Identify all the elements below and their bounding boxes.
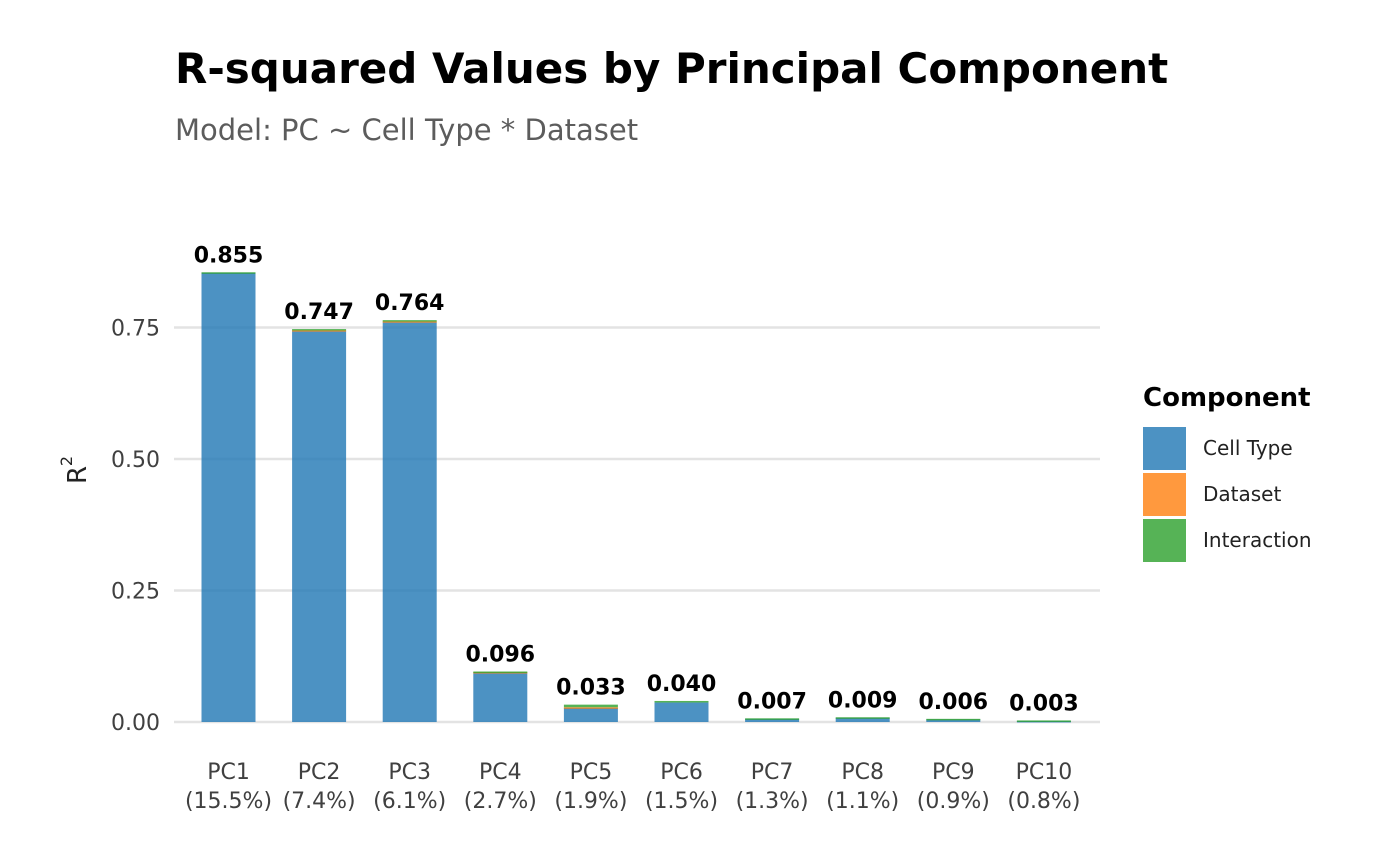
bar-cell-type: [382, 322, 437, 722]
y-axis-title-superscript: 2: [57, 456, 76, 466]
x-tick-label: PC6: [660, 760, 703, 785]
legend-label: Interaction: [1203, 528, 1312, 552]
y-tick-label: 0.00: [111, 711, 160, 736]
legend-label: Cell Type: [1203, 436, 1293, 460]
bar-interaction: [654, 700, 709, 703]
bar-value-label: 0.009: [828, 688, 898, 713]
bars: [201, 272, 1071, 723]
bar-interaction: [926, 718, 981, 721]
x-tick-sublabel: (7.4%): [283, 789, 356, 814]
bar-cell-type: [745, 718, 800, 722]
y-axis-title: R2: [57, 456, 93, 484]
bar-dataset: [382, 321, 437, 323]
bar-value-label: 0.033: [556, 676, 626, 701]
legend: Component Cell Type Dataset Interaction: [1143, 383, 1312, 563]
bar-interaction: [382, 320, 437, 322]
bar-interaction: [473, 671, 528, 674]
x-tick-sublabel: (1.3%): [736, 789, 809, 814]
x-tick-sublabel: (1.1%): [826, 789, 899, 814]
legend-swatch: [1143, 518, 1186, 562]
bar-value-label: 0.764: [375, 291, 445, 316]
x-tick-label: PC7: [751, 760, 794, 785]
x-tick-labels: PC1 (15.5%) PC2 (7.4%) PC3 (6.1%) PC4 (2.7%) PC5…: [185, 760, 1080, 814]
bar-interaction: [563, 704, 618, 708]
bar-value-label: 0.007: [737, 689, 807, 714]
legend-label: Dataset: [1203, 482, 1282, 506]
legend-title: Component: [1143, 383, 1311, 413]
bar-interaction: [745, 718, 800, 720]
x-tick-label: PC3: [388, 760, 431, 785]
x-tick-sublabel: (0.8%): [1007, 789, 1080, 814]
bar-cell-type: [292, 331, 347, 722]
x-tick-label: PC2: [298, 760, 341, 785]
x-tick-label: PC9: [932, 760, 975, 785]
bar-cell-type: [926, 719, 981, 722]
bar-value-label: 0.096: [466, 643, 536, 668]
bar-value-labels: 0.855 0.747 0.764 0.096 0.033 0.040 0.007 0.009…: [194, 243, 1079, 716]
y-tick-label: 0.75: [111, 317, 160, 342]
bar-value-label: 0.747: [284, 300, 354, 325]
chart-title: R-squared Values by Principal Component: [175, 44, 1169, 93]
x-tick-sublabel: (1.9%): [554, 789, 627, 814]
y-tick-label: 0.25: [111, 580, 160, 605]
bar-interaction: [1016, 720, 1071, 722]
x-tick-sublabel: (2.7%): [464, 789, 537, 814]
x-tick-label: PC1: [207, 760, 250, 785]
x-tick-sublabel: (6.1%): [373, 789, 446, 814]
bar-interaction: [292, 329, 347, 331]
legend-item: Cell Type: [1143, 425, 1312, 471]
legend-swatch: [1143, 472, 1186, 516]
y-axis-title-text: R: [63, 466, 93, 484]
chart-subtitle: Model: PC ~ Cell Type * Dataset: [175, 113, 639, 147]
bar-value-label: 0.006: [919, 690, 989, 715]
y-tick-label: 0.50: [111, 448, 160, 473]
legend-item: Interaction: [1143, 517, 1312, 563]
x-tick-label: PC10: [1016, 760, 1073, 785]
x-tick-sublabel: (15.5%): [185, 789, 272, 814]
x-tick-sublabel: (1.5%): [645, 789, 718, 814]
bar-cell-type: [563, 707, 618, 722]
bar-interaction: [201, 272, 256, 274]
x-tick-label: PC5: [570, 760, 613, 785]
bar-cell-type: [654, 702, 709, 722]
bar-value-label: 0.003: [1009, 691, 1079, 716]
y-tick-labels: 0.00 0.25 0.50 0.75: [111, 317, 160, 737]
bar-value-label: 0.855: [194, 243, 264, 268]
bar-cell-type: [201, 272, 256, 722]
bar-interaction: [835, 717, 890, 719]
bar-cell-type: [473, 673, 528, 722]
x-tick-sublabel: (0.9%): [917, 789, 990, 814]
bar-cell-type: [835, 717, 890, 722]
bar-dataset: [563, 707, 618, 709]
bar-dataset: [292, 330, 347, 332]
x-tick-label: PC8: [841, 760, 884, 785]
bar-value-label: 0.040: [647, 672, 717, 697]
legend-swatch: [1143, 426, 1186, 470]
legend-items: Cell Type Dataset Interaction: [1143, 425, 1312, 563]
legend-item: Dataset: [1143, 471, 1312, 517]
y-axis-title-group: R2: [57, 456, 93, 484]
x-tick-label: PC4: [479, 760, 522, 785]
